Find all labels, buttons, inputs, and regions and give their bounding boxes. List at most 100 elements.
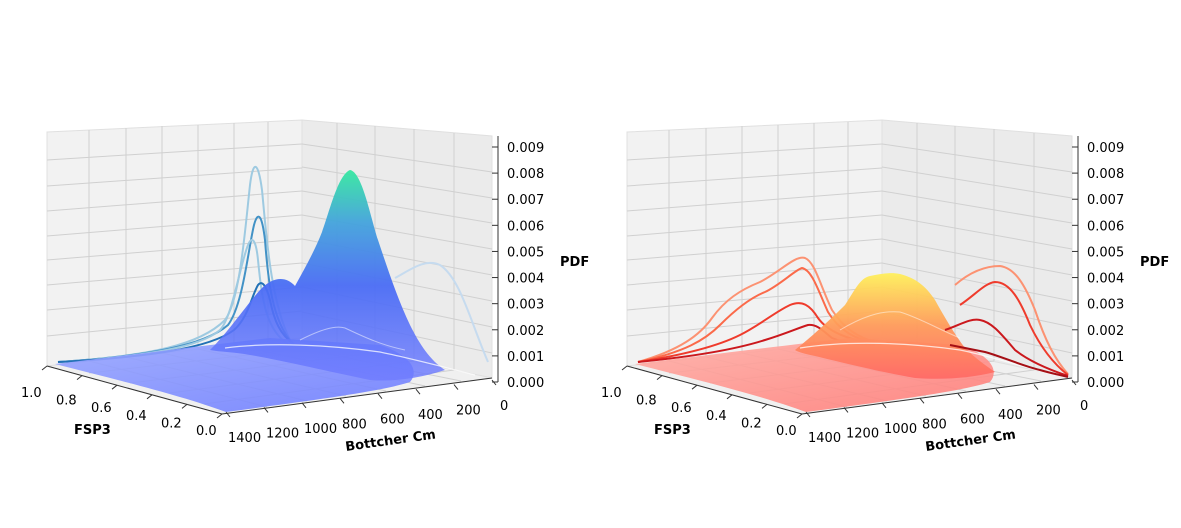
y-tick-mark	[453, 384, 459, 390]
axis-label-fsp3: FSP3	[74, 423, 111, 438]
bottcher-marginal-curve-4	[949, 344, 1069, 378]
z-tick-label: 0.003	[507, 298, 544, 313]
x-tick-mark	[41, 365, 48, 371]
y-tick-mark	[919, 397, 925, 404]
y-tick-mark	[995, 388, 1001, 395]
axis-label-pdf: PDF	[560, 255, 589, 270]
z-tick-label: 0.009	[1087, 141, 1124, 156]
y-tick-label: 800	[342, 417, 367, 432]
surface-ridge-highlight	[224, 344, 476, 376]
x-tick-label: 0.0	[196, 424, 217, 439]
z-tick-label: 0.005	[1087, 245, 1124, 260]
x-tick-mark	[691, 384, 698, 390]
fsp3-marginal-curve-1	[637, 256, 876, 363]
z-tick-label: 0.000	[1087, 376, 1124, 391]
x-tick-mark	[76, 375, 83, 380]
y-tick-mark	[339, 397, 345, 404]
surface-ridge-highlight-2	[299, 326, 406, 351]
x-tick-mark	[621, 365, 628, 371]
bottcher-marginal-curve	[394, 261, 489, 363]
surface-plot-left: 0.000 0.001 0.002 0.003 0.004 0.005 0.006 0.007…	[21, 119, 589, 455]
y-tick-label: 1200	[266, 426, 299, 441]
tick-marks	[41, 146, 498, 419]
z-tick-label: 0.007	[507, 193, 544, 208]
y-tick-mark	[1033, 384, 1039, 390]
y-tick-label: 1000	[304, 422, 337, 437]
z-tick-label: 0.001	[1087, 350, 1124, 365]
x-tick-label: 0.0	[776, 424, 797, 439]
surface-mountain	[210, 170, 445, 381]
z-tick-label: 0.002	[1087, 324, 1124, 339]
y-tick-mark	[377, 393, 383, 400]
x-tick-mark	[796, 413, 803, 419]
x-tick-mark	[726, 394, 733, 400]
y-tick-label: 400	[998, 408, 1023, 423]
z-tick-label: 0.004	[1087, 272, 1124, 287]
y-tick-label: 800	[922, 417, 947, 432]
y-tick-label: 200	[1036, 404, 1061, 419]
y-tick-mark	[415, 388, 421, 395]
z-tick-label: 0.006	[1087, 219, 1124, 234]
fsp3-marginal-curve-2	[637, 266, 876, 363]
z-tick-label: 0.001	[507, 350, 544, 365]
x-tick-mark	[656, 375, 663, 380]
surface-mountain	[795, 273, 995, 379]
y-tick-label: 0	[500, 399, 508, 414]
y-tick-mark	[301, 402, 307, 409]
y-tick-label: 1000	[884, 422, 917, 437]
tick-labels: 0.000 0.001 0.002 0.003 0.004 0.005 0.006 0.007…	[601, 141, 1124, 446]
x-tick-label: 0.6	[91, 401, 112, 416]
surface-ridge-highlight	[799, 342, 1056, 376]
y-tick-mark	[1071, 379, 1077, 386]
z-tick-label: 0.009	[507, 141, 544, 156]
axis-lines	[46, 136, 499, 415]
x-tick-label: 0.8	[636, 394, 657, 409]
surface-ridge-highlight-2	[839, 311, 961, 339]
x-tick-label: 0.4	[706, 409, 727, 424]
x-tick-mark	[216, 413, 223, 419]
y-tick-label: 200	[456, 404, 481, 419]
y-tick-mark	[843, 407, 849, 413]
z-tick-label: 0.005	[507, 245, 544, 260]
z-tick-label: 0.000	[507, 376, 544, 391]
x-tick-label: 0.2	[161, 416, 182, 431]
x-tick-label: 0.6	[671, 401, 692, 416]
y-tick-label: 1400	[228, 431, 261, 446]
x-tick-mark	[181, 404, 188, 409]
bottcher-marginal-curve-2	[959, 280, 1069, 376]
y-tick-label: 400	[418, 408, 443, 423]
z-tick-label: 0.008	[507, 167, 544, 182]
z-tick-label: 0.004	[507, 272, 544, 287]
z-tick-label: 0.003	[1087, 298, 1124, 313]
y-tick-label: 600	[380, 413, 405, 428]
axis-label-pdf: PDF	[1140, 255, 1169, 270]
surface-plot-right: 0.000 0.001 0.002 0.003 0.004 0.005 0.006 0.007…	[601, 119, 1169, 455]
z-tick-label: 0.008	[1087, 167, 1124, 182]
x-tick-label: 1.0	[21, 386, 42, 401]
z-tick-label: 0.002	[507, 324, 544, 339]
y-tick-label: 1400	[808, 431, 841, 446]
y-tick-mark	[263, 407, 269, 413]
y-tick-label: 1200	[846, 426, 879, 441]
x-tick-mark	[111, 384, 118, 390]
bottcher-marginal-curves	[944, 264, 1069, 378]
bottcher-marginal-curve-1	[954, 264, 1069, 375]
x-tick-label: 0.4	[126, 409, 147, 424]
y-tick-mark	[805, 411, 811, 418]
tick-labels: 0.000 0.001 0.002 0.003 0.004 0.005 0.006 0.007…	[21, 141, 544, 446]
x-tick-mark	[146, 394, 153, 400]
y-tick-mark	[957, 393, 963, 400]
y-tick-mark	[225, 411, 231, 418]
axis-lines	[626, 136, 1079, 415]
fsp3-marginal-curve-1	[57, 165, 291, 363]
y-tick-label: 600	[960, 413, 985, 428]
y-tick-label: 0	[1080, 399, 1088, 414]
y-tick-mark	[881, 402, 887, 409]
tick-marks	[621, 146, 1078, 419]
y-tick-mark	[491, 379, 497, 386]
x-tick-label: 0.8	[56, 394, 77, 409]
bottcher-marginal-curve-3	[944, 318, 1069, 377]
axis-label-fsp3: FSP3	[654, 423, 691, 438]
